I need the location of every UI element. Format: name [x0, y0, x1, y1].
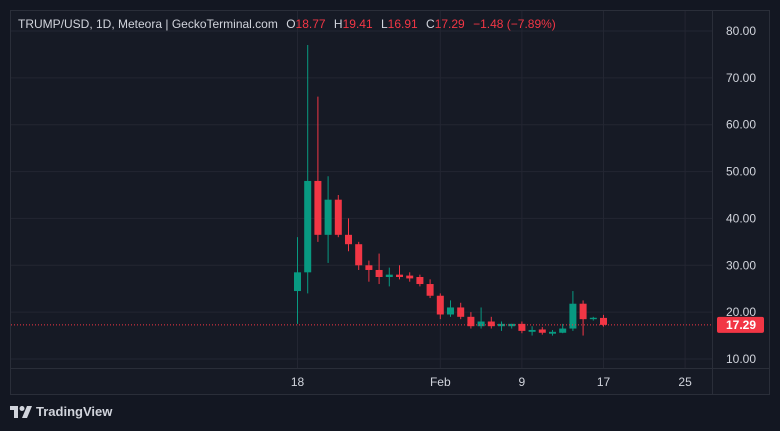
y-tick-label: 60.00 [726, 118, 756, 132]
candle-body [365, 265, 373, 270]
y-tick-label: 20.00 [726, 305, 756, 319]
x-tick-label: Feb [430, 375, 451, 389]
candle-body [498, 323, 505, 327]
candle-body [457, 307, 465, 317]
y-tick-label: 70.00 [726, 71, 756, 85]
y-tick-label: 80.00 [726, 24, 756, 38]
price-axis[interactable]: 10.00 20.00 30.00 40.00 50.00 60.00 70.00 80.00… [712, 11, 765, 394]
time-axis[interactable]: 18 Feb 9 17 25 [11, 368, 769, 390]
candle-body [559, 328, 567, 333]
candle-body [447, 307, 454, 315]
x-tick-label: 25 [678, 375, 692, 389]
chart-panel[interactable] [10, 10, 770, 395]
candle-body [334, 199, 342, 235]
y-tick-label: 40.00 [726, 211, 756, 225]
candle-body [600, 317, 607, 325]
candle-body [375, 269, 383, 277]
candle-body [416, 277, 424, 285]
candle-body [467, 316, 475, 327]
candles [294, 45, 607, 336]
symbol-title: TRUMP/USD, 1D, Meteora | GeckoTerminal.c… [18, 17, 278, 31]
candle-body [396, 274, 403, 277]
candle-body [385, 274, 393, 277]
candle-body [355, 244, 363, 266]
open-value: 18.77 [295, 17, 326, 31]
candle-body [549, 331, 556, 334]
candle-body [477, 321, 485, 327]
last-price-label: 17.29 [726, 318, 756, 332]
open-label: O [286, 17, 296, 31]
candle-body [569, 303, 577, 329]
x-tick-label: 9 [519, 375, 526, 389]
candle-body [538, 329, 546, 333]
candle-body [518, 323, 526, 331]
y-tick-label: 50.00 [726, 165, 756, 179]
tradingview-logo[interactable]: TradingView [10, 404, 112, 419]
candle-body [436, 295, 444, 315]
candle-body [528, 329, 536, 332]
last-price-badge [717, 316, 764, 333]
candle-body [345, 234, 352, 245]
change-value: −1.48 (−7.89%) [473, 17, 556, 31]
candle-body [508, 323, 516, 327]
candle-body [487, 321, 495, 327]
y-tick-label: 10.00 [726, 352, 756, 366]
candle-body [294, 272, 301, 292]
chart-legend: TRUMP/USD, 1D, Meteora | GeckoTerminal.c… [18, 17, 556, 31]
low-label: L [380, 17, 388, 31]
x-tick-label: 17 [597, 375, 611, 389]
low-value: 16.91 [387, 17, 418, 31]
candle-body [406, 275, 414, 279]
close-value: 17.29 [434, 17, 465, 31]
candle-body [426, 284, 434, 296]
grid-lines [11, 11, 712, 368]
candle-body [579, 303, 587, 320]
high-label: H [333, 17, 343, 31]
high-value: 19.41 [342, 17, 373, 31]
close-label: C [426, 17, 435, 31]
candle-body [589, 317, 597, 320]
y-tick-label: 30.00 [726, 258, 756, 272]
candle-body [324, 199, 332, 235]
candle-body [314, 180, 322, 235]
x-tick-label: 18 [291, 375, 305, 389]
tradingview-icon [10, 405, 32, 418]
candle-body [304, 180, 312, 273]
brand-name: TradingView [36, 404, 113, 419]
